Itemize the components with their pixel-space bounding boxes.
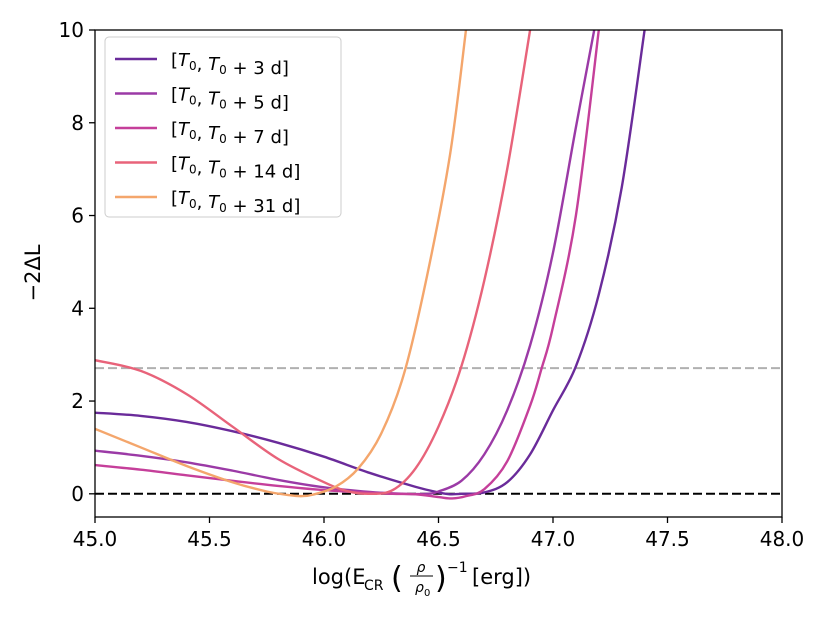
x-title-prefix: log(E [312,565,365,589]
x-title-suffix: [erg]) [472,565,531,589]
x-title-exponent: −1 [447,560,468,576]
y-tick-label: 2 [71,389,84,413]
x-tick-label: 47.5 [645,527,690,551]
y-tick-label: 10 [59,18,84,42]
x-tick-label: 48.0 [760,527,805,551]
x-tick-label: 46.0 [302,527,347,551]
reference-lines [95,367,782,495]
x-axis-title: log(E CR ( ρ ρ 0 ) −1 [erg]) [312,560,531,599]
x-axis-ticks: 45.0 45.5 46.0 46.5 47.0 47.5 48.0 [73,517,805,551]
legend-label-3: [T0, T0 + 7 d] [171,119,289,148]
series-line-4 [95,30,532,496]
series-line-1 [95,30,646,496]
x-title-frac-den-sub: 0 [424,588,430,599]
x-title-close-paren: ) [435,561,447,596]
series-line-5 [95,30,468,498]
legend: [T0, T0 + 3 d] [T0, T0 + 5 d] [T0, T0 + 7 … [115,50,300,217]
x-title-subscript: CR [364,578,384,594]
legend-label-1: [T0, T0 + 3 d] [171,50,289,79]
y-axis-title: −2ΔL [21,244,45,301]
legend-label-5: [T0, T0 + 31 d] [171,188,300,217]
x-tick-label: 45.5 [187,527,232,551]
y-tick-label: 0 [71,482,84,506]
series-line-3 [95,30,600,500]
y-tick-label: 4 [71,296,84,320]
y-axis-ticks: 0 2 4 6 8 10 [59,18,95,506]
y-tick-label: 6 [71,204,84,228]
x-title-frac-den: ρ [415,580,424,596]
x-tick-label: 47.0 [531,527,576,551]
series-line-2 [95,30,596,496]
series-lines [95,30,646,500]
legend-label-2: [T0, T0 + 5 d] [171,85,289,114]
x-tick-label: 46.5 [416,527,461,551]
x-title-frac-num: ρ [417,560,426,576]
legend-box [104,36,342,218]
legend-label-4: [T0, T0 + 14 d] [171,154,300,183]
x-tick-label: 45.0 [73,527,118,551]
y-tick-label: 8 [71,111,84,135]
x-title-open-paren: ( [391,561,403,596]
